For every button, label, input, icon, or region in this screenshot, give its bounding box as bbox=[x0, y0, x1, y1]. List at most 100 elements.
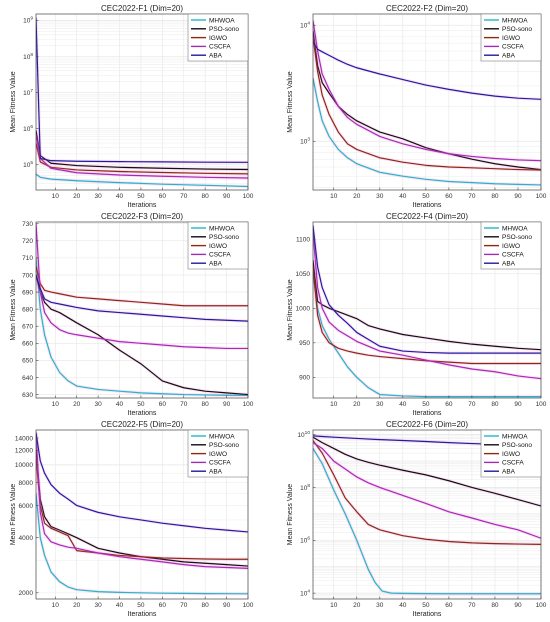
legend-item-pso-sono: PSO-sono bbox=[484, 442, 532, 449]
chart-panel-1: 10 20 30 40 50 60 70 80 90 100 105 106 107 108 109 CEC2… bbox=[10, 4, 254, 209]
legend-item-igwo: IGWO bbox=[191, 243, 227, 250]
legend-item-aba: ABA bbox=[191, 53, 223, 60]
x-tick-label: 60 bbox=[445, 602, 453, 609]
x-tick-label: 100 bbox=[243, 193, 254, 200]
x-axis-label: Iterations bbox=[413, 611, 442, 618]
y-axis-label: Mean Fitness Value bbox=[287, 484, 294, 545]
grid bbox=[313, 222, 542, 398]
x-axis-label: Iterations bbox=[413, 202, 442, 209]
x-tick-label: 80 bbox=[202, 602, 210, 609]
axes-frame bbox=[35, 221, 249, 399]
y-tick-label: 14000 bbox=[15, 435, 33, 442]
series-group bbox=[313, 225, 541, 398]
grid bbox=[36, 430, 249, 599]
y-axis-label: Mean Fitness Value bbox=[287, 279, 294, 340]
series-line-aba bbox=[313, 225, 541, 354]
y-tick-label: 640 bbox=[22, 375, 33, 382]
series-line-igwo bbox=[36, 266, 248, 307]
x-tick-label: 30 bbox=[94, 401, 102, 408]
legend-label: MHWOA bbox=[502, 433, 528, 440]
x-tick-label: 80 bbox=[491, 602, 499, 609]
legend-item-mhwoa: MHWOA bbox=[191, 17, 235, 24]
y-tick-label: 2000 bbox=[19, 590, 34, 597]
legend: MHWOA PSO-sono IGWO CSCFA ABA bbox=[187, 13, 249, 62]
series-line-cscfa bbox=[313, 232, 541, 380]
x-tick-label: 30 bbox=[376, 401, 384, 408]
x-tick-label: 70 bbox=[180, 193, 188, 200]
y-tick-label: 108 bbox=[23, 52, 33, 61]
legend-label: PSO-sono bbox=[209, 26, 239, 33]
legend-item-aba: ABA bbox=[484, 53, 516, 60]
legend-label: PSO-sono bbox=[209, 442, 239, 449]
series-line-pso-sono bbox=[313, 259, 541, 351]
chart-panel-2: 10 20 30 40 50 60 70 80 90 100 103 104 CEC2022-F2 (D… bbox=[287, 4, 547, 209]
x-tick-label: 100 bbox=[243, 401, 254, 408]
x-tick-label: 50 bbox=[137, 401, 145, 408]
x-tick-label: 90 bbox=[223, 193, 231, 200]
x-tick-label: 70 bbox=[180, 401, 188, 408]
legend-item-cscfa: CSCFA bbox=[484, 44, 524, 51]
y-tick-label: 900 bbox=[299, 375, 310, 382]
x-tick-label: 90 bbox=[514, 193, 522, 200]
y-tick-label: 108 bbox=[300, 483, 310, 492]
legend-item-pso-sono: PSO-sono bbox=[191, 234, 239, 241]
series-line-mhwoa bbox=[36, 173, 248, 188]
x-tick-label: 100 bbox=[243, 602, 254, 609]
x-tick-label: 90 bbox=[514, 401, 522, 408]
series-line-cscfa bbox=[36, 223, 248, 350]
y-tick-label: 105 bbox=[23, 160, 33, 169]
y-tick-label: 106 bbox=[23, 124, 33, 133]
y-axis-label: Mean Fitness Value bbox=[10, 71, 17, 132]
series-line-pso-sono bbox=[313, 436, 541, 507]
legend: MHWOA PSO-sono IGWO CSCFA ABA bbox=[480, 13, 542, 62]
series-line-pso-sono bbox=[36, 450, 248, 567]
x-tick-label: 90 bbox=[223, 401, 231, 408]
y-tick-label: 650 bbox=[22, 358, 33, 365]
legend-item-cscfa: CSCFA bbox=[484, 460, 524, 467]
x-tick-label: 20 bbox=[73, 602, 81, 609]
y-tick-label: 670 bbox=[22, 324, 33, 331]
legend-item-mhwoa: MHWOA bbox=[484, 433, 528, 440]
x-tick-label: 70 bbox=[468, 602, 476, 609]
y-axis-label: Mean Fitness Value bbox=[10, 279, 17, 340]
legend-label: PSO-sono bbox=[502, 442, 532, 449]
x-axis-label: Iterations bbox=[128, 410, 157, 417]
series-line-mhwoa bbox=[36, 493, 248, 595]
series-group bbox=[36, 432, 248, 596]
series-line-aba bbox=[313, 41, 541, 100]
legend-label: CSCFA bbox=[209, 460, 231, 467]
legend-label: CSCFA bbox=[502, 252, 524, 259]
legend-label: MHWOA bbox=[209, 433, 235, 440]
legend-item-cscfa: CSCFA bbox=[484, 252, 524, 259]
y-tick-label: 1050 bbox=[296, 271, 311, 278]
y-tick-label: 104 bbox=[300, 588, 310, 597]
series-line-aba bbox=[36, 17, 248, 163]
chart-panel-3: 10 20 30 40 50 60 70 80 90 100 630 640 650 660 670 680 6… bbox=[10, 212, 254, 417]
x-tick-label: 30 bbox=[376, 193, 384, 200]
series-line-igwo bbox=[313, 440, 541, 545]
y-tick-label: 10000 bbox=[15, 462, 33, 469]
legend-label: ABA bbox=[502, 469, 516, 476]
x-tick-label: 90 bbox=[223, 602, 231, 609]
x-tick-label: 20 bbox=[73, 401, 81, 408]
y-tick-label: 6000 bbox=[19, 503, 34, 510]
x-tick-label: 50 bbox=[422, 602, 430, 609]
x-tick-label: 10 bbox=[52, 193, 60, 200]
legend-item-mhwoa: MHWOA bbox=[484, 17, 528, 24]
x-tick-label: 20 bbox=[353, 401, 361, 408]
legend-label: IGWO bbox=[502, 243, 520, 250]
legend-label: MHWOA bbox=[502, 225, 528, 232]
x-tick-label: 50 bbox=[422, 193, 430, 200]
legend-item-cscfa: CSCFA bbox=[191, 460, 231, 467]
chart-title: CEC2022-F5 (Dim=20) bbox=[101, 420, 183, 429]
x-tick-label: 50 bbox=[422, 401, 430, 408]
x-tick-label: 70 bbox=[468, 193, 476, 200]
x-tick-label: 10 bbox=[52, 401, 60, 408]
y-tick-label: 1100 bbox=[296, 237, 310, 244]
legend-item-igwo: IGWO bbox=[484, 243, 520, 250]
x-tick-label: 50 bbox=[137, 193, 145, 200]
x-tick-label: 20 bbox=[73, 193, 81, 200]
legend-item-pso-sono: PSO-sono bbox=[484, 234, 532, 241]
x-axis-label: Iterations bbox=[413, 410, 442, 417]
series-line-cscfa bbox=[313, 20, 541, 162]
